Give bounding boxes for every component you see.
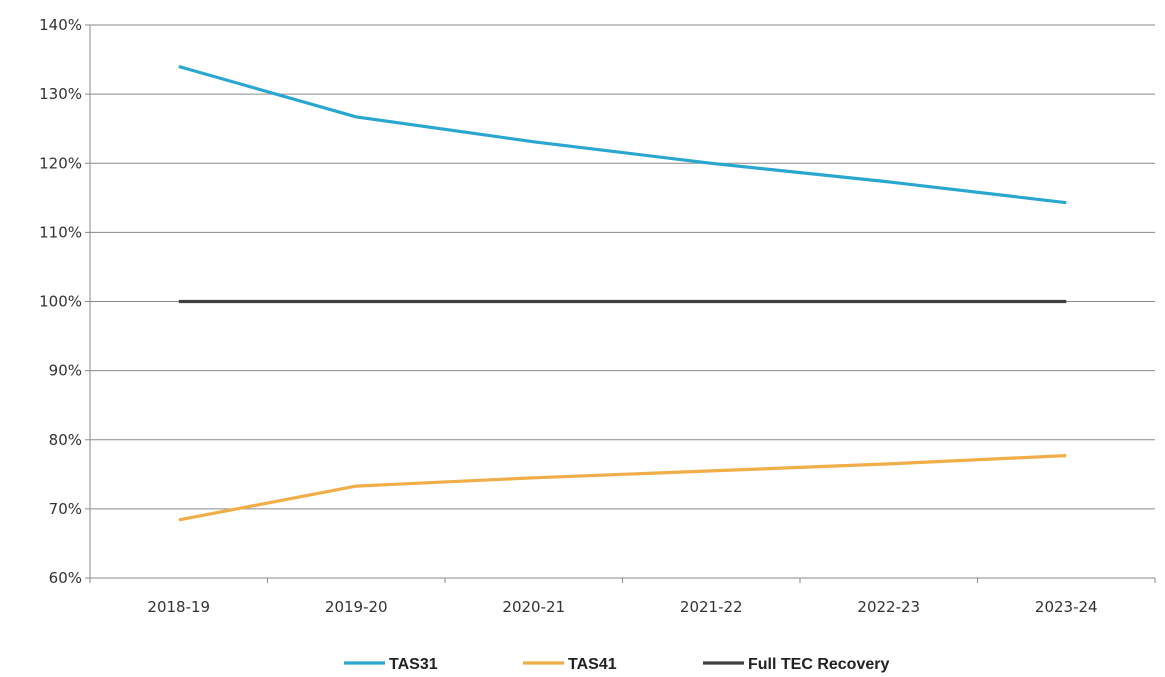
y-tick-label: 100%	[39, 293, 82, 311]
x-tick-label: 2020-21	[502, 598, 565, 616]
y-tick-label: 120%	[39, 154, 82, 172]
y-tick-label: 130%	[39, 85, 82, 103]
x-tick-label: 2019-20	[325, 598, 388, 616]
series-layer	[178, 64, 1067, 522]
x-tick-label: 2023-24	[1035, 598, 1098, 616]
y-tick-label: 60%	[49, 569, 82, 587]
legend-label: Full TEC Recovery	[748, 656, 889, 673]
y-tick-label: 90%	[49, 362, 82, 380]
y-tick-label: 80%	[49, 431, 82, 449]
series-line-tas31	[178, 64, 1067, 205]
y-tick-label: 140%	[39, 16, 82, 34]
legend: TAS31 TAS41 Full TEC Recovery	[344, 656, 889, 673]
y-tick-label: 70%	[49, 500, 82, 518]
y-tick-label: 110%	[39, 223, 82, 241]
x-tick-label: 2022-23	[857, 598, 920, 616]
legend-label: TAS41	[568, 656, 617, 673]
axis-layer: 60% 70% 80% 90% 100% 110% 120% 130% 140% 2018-19 2…	[39, 16, 1156, 616]
series-line-tas41	[178, 454, 1067, 522]
x-tick-label: 2018-19	[147, 598, 210, 616]
legend-label: TAS31	[389, 656, 438, 673]
x-tick-label: 2021-22	[680, 598, 743, 616]
